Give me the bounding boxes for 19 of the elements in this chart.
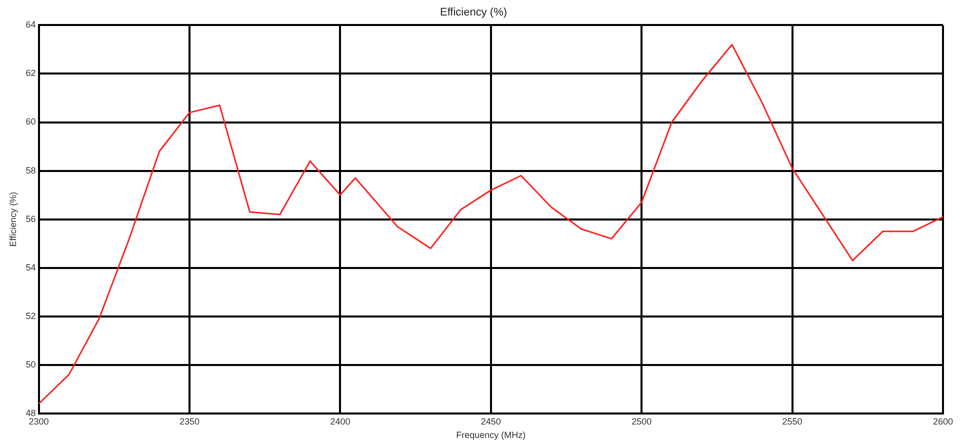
y-axis-title: Efficiency (%) — [8, 192, 18, 247]
x-tick-label: 2300 — [28, 416, 49, 426]
x-tick-label: 2450 — [480, 416, 501, 426]
x-tick-label: 2400 — [330, 416, 350, 426]
y-tick-label: 60 — [26, 116, 36, 127]
y-tick-label: 58 — [26, 165, 36, 176]
x-tick-label: 2600 — [932, 416, 954, 426]
x-tick-label: 2500 — [632, 416, 652, 426]
y-tick-label: 52 — [26, 310, 36, 321]
x-tick-label: 2350 — [179, 416, 200, 426]
y-tick-label: 50 — [26, 359, 36, 370]
x-tick-label: 2550 — [782, 416, 802, 426]
y-tick-label: 62 — [26, 68, 36, 78]
x-axis-title: Frequency (MHz) — [456, 430, 526, 440]
y-tick-label: 56 — [26, 214, 36, 224]
y-tick-label: 64 — [26, 20, 36, 30]
y-tick-label: 48 — [26, 408, 36, 418]
y-tick-label: 54 — [26, 262, 36, 272]
chart-title: Efficiency (%) — [440, 6, 508, 19]
